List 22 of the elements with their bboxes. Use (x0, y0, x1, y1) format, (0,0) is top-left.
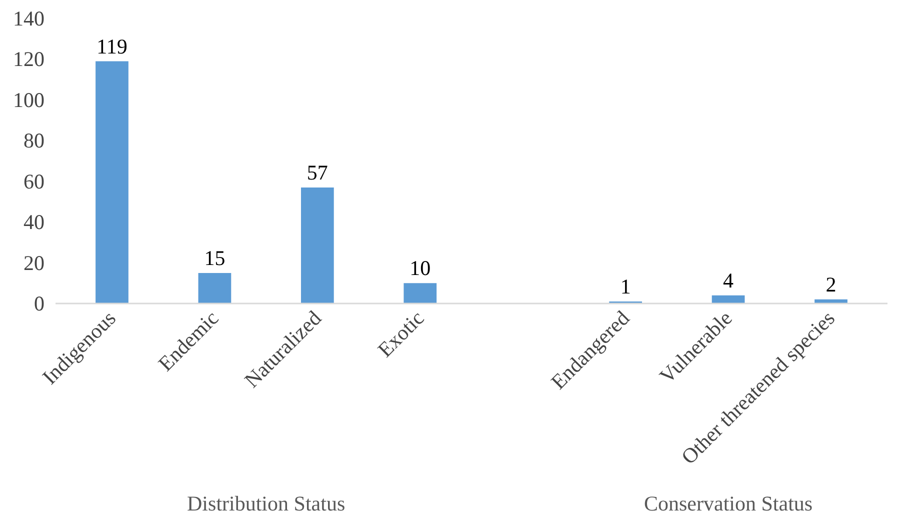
y-tick-label: 60 (24, 169, 44, 194)
data-label: 1 (620, 274, 631, 298)
bar (198, 272, 232, 304)
text: Distribution Status (187, 492, 346, 516)
data-label: 4 (723, 268, 734, 292)
data-label: 10 (410, 256, 431, 280)
y-tick-label: 140 (13, 6, 44, 30)
y-tick-label: 120 (13, 47, 44, 72)
bar (300, 187, 334, 304)
y-tick-label: 40 (24, 210, 44, 234)
bar (712, 295, 745, 304)
y-tick-label: 100 (13, 88, 44, 112)
y-tick-label: 0 (34, 292, 44, 316)
data-label: 57 (306, 160, 328, 184)
y-tick-label: 20 (24, 250, 44, 275)
y-tick-label: 80 (24, 128, 44, 153)
bar (96, 61, 128, 304)
text: Conservation Status (644, 492, 813, 516)
data-label: 15 (204, 246, 226, 270)
data-label: 119 (96, 34, 128, 58)
data-label: 2 (826, 272, 836, 296)
bar (404, 283, 437, 304)
